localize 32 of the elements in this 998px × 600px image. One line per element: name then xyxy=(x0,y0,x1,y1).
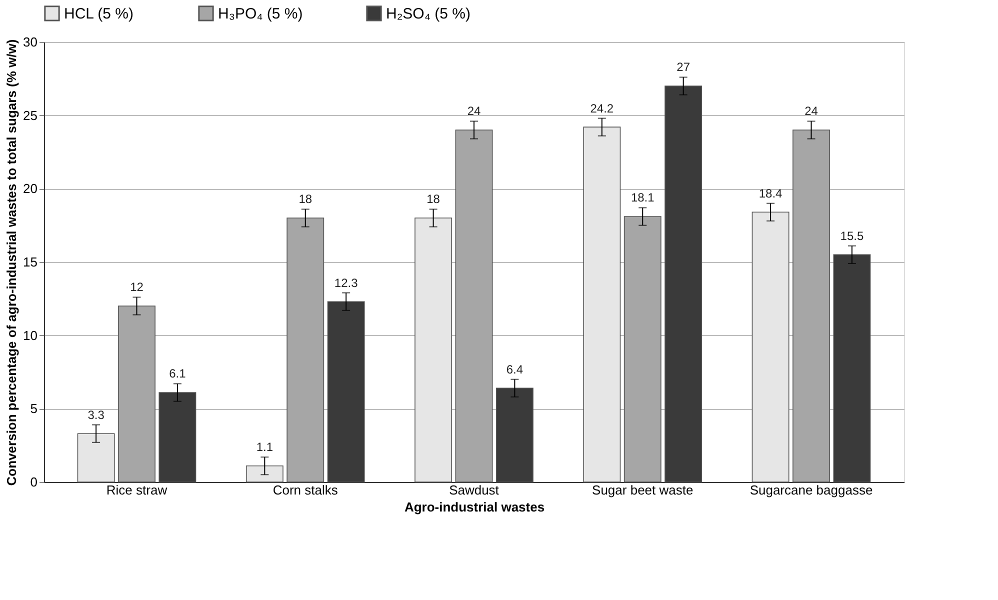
y-tick-label: 20 xyxy=(23,181,38,196)
y-tick-label: 0 xyxy=(30,474,38,490)
y-tick-label: 15 xyxy=(23,254,38,270)
data-label: 1.1 xyxy=(256,440,274,454)
data-label: 24 xyxy=(804,104,818,118)
data-label: 24 xyxy=(467,104,481,118)
y-tick-label: 25 xyxy=(23,108,38,123)
data-label: 12.3 xyxy=(334,276,358,290)
data-label: 27 xyxy=(676,60,690,74)
data-label: 15.5 xyxy=(840,228,864,243)
data-label: 18.1 xyxy=(630,190,655,205)
data-label: 18 xyxy=(298,192,312,206)
x-tick-label: Rice straw xyxy=(106,482,168,498)
legend-label: HCL (5 %) xyxy=(64,5,134,22)
x-tick-label: Sugarcane baggasse xyxy=(750,482,873,498)
y-tick-label: 5 xyxy=(30,401,38,416)
data-label: 6.1 xyxy=(169,366,186,381)
y-axis-title: Conversion percentage of agro-industrial wastes to total sugars (% w/w) xyxy=(4,39,20,486)
x-axis-title: Agro-industrial wastes xyxy=(404,500,545,514)
y-tick-label: 30 xyxy=(23,34,38,50)
data-label: 18 xyxy=(426,192,440,206)
data-label: 24.2 xyxy=(590,101,614,116)
x-tick-label: Sawdust xyxy=(449,482,500,498)
data-label: 18.4 xyxy=(758,186,783,200)
y-tick-label: 10 xyxy=(23,328,38,343)
x-tick-label: Sugar beet waste xyxy=(592,482,694,498)
data-label: 3.3 xyxy=(88,408,105,422)
data-label: 12 xyxy=(130,280,144,294)
data-label: 6.4 xyxy=(506,362,524,376)
legend-label: H₂SO₄ (5 %) xyxy=(386,5,470,22)
x-tick-label: Corn stalks xyxy=(272,482,338,498)
legend-label: H₃PO₄ (5 %) xyxy=(218,5,303,22)
